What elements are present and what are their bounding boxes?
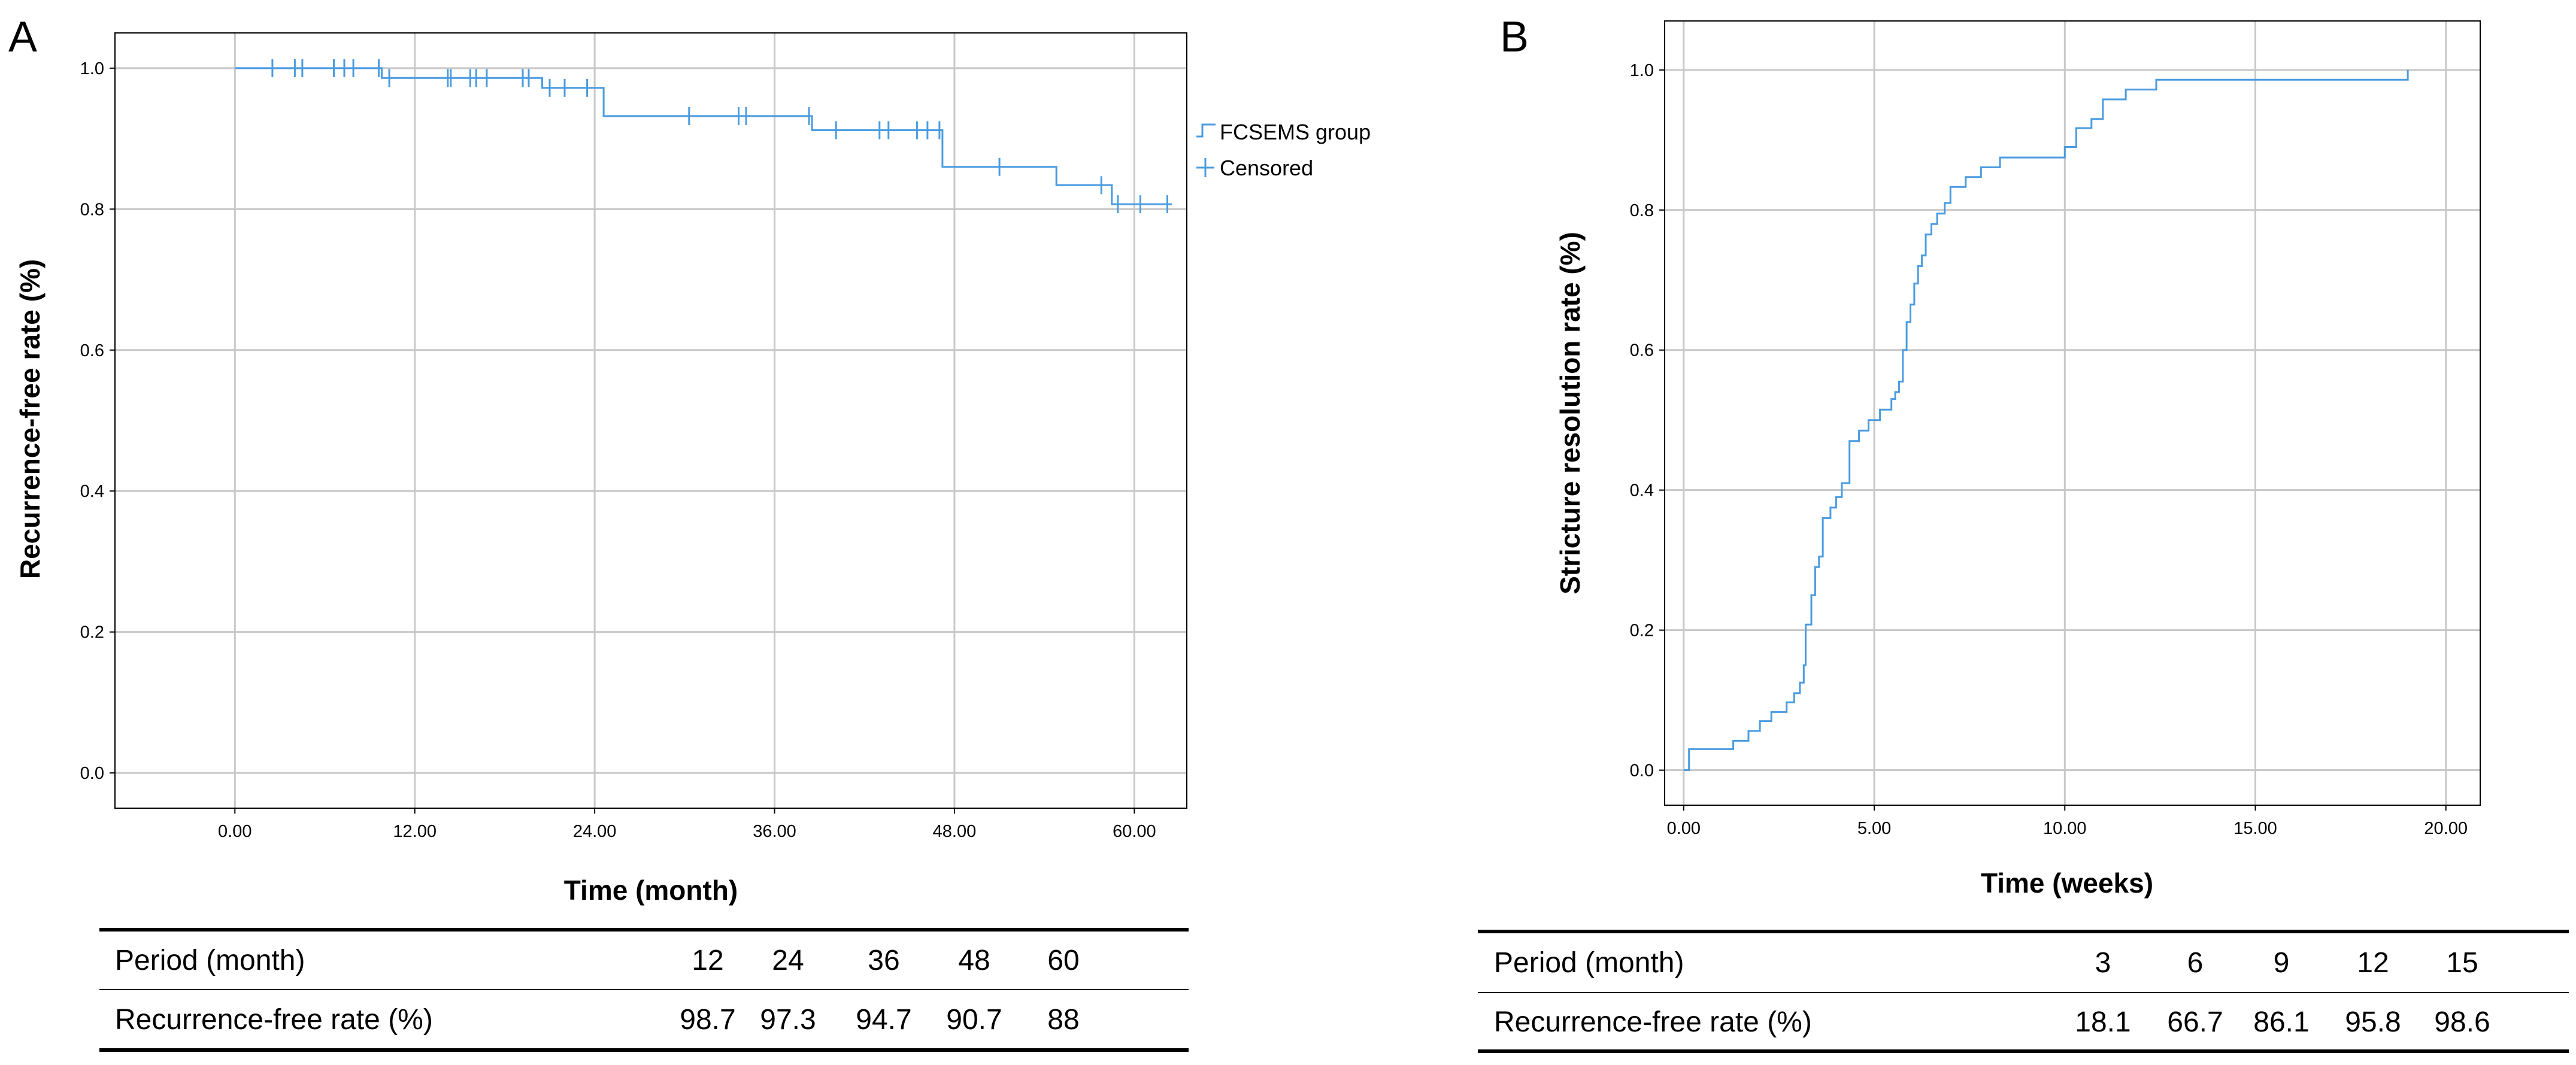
table-header-label: Period (month) xyxy=(115,945,305,976)
x-tick-label: 48.00 xyxy=(933,822,977,841)
panel-b-x-ticks: 0.00 5.00 10.00 15.00 20.00 xyxy=(1667,805,2468,838)
table-header-cell: 24 xyxy=(772,945,804,976)
table-row-cell: 95.8 xyxy=(2345,1006,2401,1038)
table-header-cell: 60 xyxy=(1047,945,1079,976)
x-tick-label: 36.00 xyxy=(753,822,796,841)
x-tick-label: 0.00 xyxy=(1667,819,1701,838)
legend-entry-fcsems-group: FCSEMS group xyxy=(1220,120,1371,144)
x-tick-label: 60.00 xyxy=(1113,822,1156,841)
panel-a-y-ticks: 0.0 0.2 0.4 0.6 0.8 1.0 xyxy=(80,59,115,783)
table-row-cell: 97.3 xyxy=(760,1004,816,1036)
x-tick-label: 0.00 xyxy=(218,822,251,841)
panel-b-resolution-curve xyxy=(1683,69,2409,771)
panel-b-y-axis-title: Stricture resolution rate (%) xyxy=(1554,232,1586,594)
table-header-label: Period (month) xyxy=(1494,947,1684,979)
y-tick-label: 0.0 xyxy=(1630,761,1654,781)
panel-a-legend: FCSEMS group Censored xyxy=(1196,120,1371,180)
panel-a-x-axis-title: Time (month) xyxy=(564,875,738,906)
table-header-cell: 9 xyxy=(2274,947,2290,979)
table-row-label: Recurrence-free rate (%) xyxy=(1494,1006,1812,1038)
panel-a-letter: A xyxy=(8,13,37,61)
legend-censor-mark-icon xyxy=(1196,158,1214,177)
panel-b-table: Period (month) 3 6 9 12 15 Recurrence-fr… xyxy=(1478,930,2569,1053)
table-row-cell: 88 xyxy=(1047,1004,1079,1036)
table-row-cell: 18.1 xyxy=(2075,1006,2130,1038)
x-tick-label: 15.00 xyxy=(2233,819,2277,838)
panel-b-x-axis-title: Time (weeks) xyxy=(1981,867,2153,899)
panel-b-plot-frame xyxy=(1664,20,2481,806)
table-row-cell: 66.7 xyxy=(2167,1006,2223,1038)
table-header-cell: 6 xyxy=(2187,947,2204,979)
panel-b-letter: B xyxy=(1500,13,1529,61)
table-header-cell: 12 xyxy=(692,945,723,976)
y-tick-label: 1.0 xyxy=(1630,61,1654,80)
y-tick-label: 0.6 xyxy=(80,341,104,360)
legend-step-line-icon xyxy=(1196,123,1216,138)
panel-a-grid xyxy=(115,33,1187,808)
panel-a-x-ticks: 0.00 12.00 24.00 36.00 48.00 60.00 xyxy=(218,808,1156,841)
x-tick-label: 10.00 xyxy=(2043,819,2087,838)
x-tick-label: 5.00 xyxy=(1857,819,1891,838)
x-tick-label: 12.00 xyxy=(393,822,437,841)
table-row-cell: 98.6 xyxy=(2434,1006,2490,1038)
y-tick-label: 0.8 xyxy=(1630,201,1654,220)
panel-a-table: Period (month) 12 24 36 48 60 Recurrence… xyxy=(99,928,1189,1052)
table-row-label: Recurrence-free rate (%) xyxy=(115,1004,433,1036)
table-row-cell: 98.7 xyxy=(680,1004,735,1036)
table-header-cell: 48 xyxy=(958,945,990,976)
table-header-cell: 36 xyxy=(868,945,899,976)
legend-entry-censored: Censored xyxy=(1220,156,1313,180)
table-row-cell: 90.7 xyxy=(946,1004,1002,1036)
table-header-cell: 15 xyxy=(2446,947,2478,979)
table-row-cell: 86.1 xyxy=(2253,1006,2309,1038)
table-row-cell: 94.7 xyxy=(856,1004,911,1036)
y-tick-label: 0.4 xyxy=(80,482,104,501)
panel-a: A 0.0 0.2 0.4 0.6 0.8 1.0 0.00 12.00 24.00 36.00… xyxy=(8,13,1371,1052)
table-header-cell: 3 xyxy=(2095,947,2111,979)
x-tick-label: 24.00 xyxy=(573,822,617,841)
panel-a-y-axis-title: Recurrence-free rate (%) xyxy=(14,259,46,579)
panel-a-plot-frame xyxy=(114,32,1187,809)
y-tick-label: 0.6 xyxy=(1630,341,1654,360)
table-header-cell: 12 xyxy=(2357,947,2389,979)
panel-a-censor-marks xyxy=(271,59,1168,214)
y-tick-label: 0.2 xyxy=(80,623,104,642)
panel-a-survival-curve xyxy=(235,67,1172,205)
y-tick-label: 1.0 xyxy=(80,59,104,78)
panel-b-grid xyxy=(1665,21,2480,805)
y-tick-label: 0.8 xyxy=(80,200,104,219)
y-tick-label: 0.4 xyxy=(1630,481,1654,500)
x-tick-label: 20.00 xyxy=(2424,819,2468,838)
panel-b-y-ticks: 0.0 0.2 0.4 0.6 0.8 1.0 xyxy=(1630,61,1665,781)
panel-b: B 0.0 0.2 0.4 0.6 0.8 1.0 0.00 5.00 10.00 15.00 2… xyxy=(1478,13,2569,1053)
y-tick-label: 0.2 xyxy=(1630,621,1654,641)
y-tick-label: 0.0 xyxy=(80,764,104,783)
